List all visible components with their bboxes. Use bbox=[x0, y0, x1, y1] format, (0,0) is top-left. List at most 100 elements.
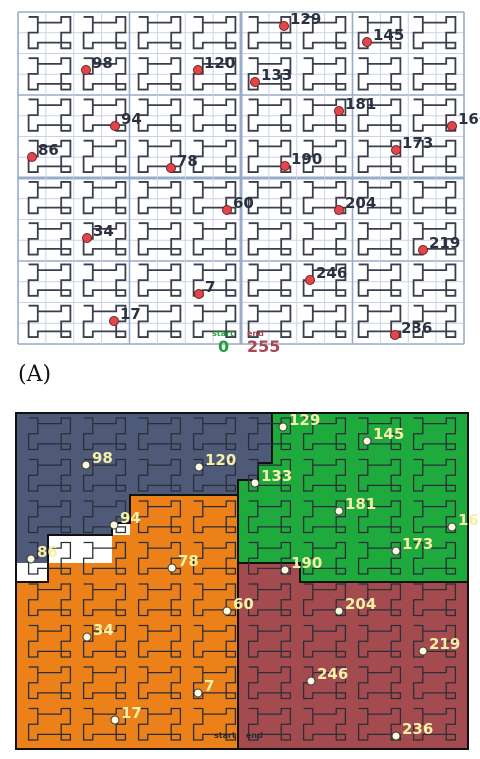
data-point bbox=[391, 731, 401, 741]
grid-lines bbox=[17, 11, 465, 345]
data-point bbox=[193, 688, 203, 698]
data-point bbox=[167, 563, 177, 573]
space-filling-curve-overlay bbox=[27, 417, 457, 741]
data-point bbox=[305, 275, 315, 285]
point-label: 129 bbox=[290, 10, 321, 28]
data-point bbox=[447, 522, 457, 532]
point-label: 7 bbox=[204, 677, 214, 695]
data-point bbox=[362, 37, 372, 47]
point-label: 98 bbox=[92, 449, 113, 467]
point-label: 7 bbox=[205, 278, 215, 296]
point-label: 120 bbox=[204, 54, 235, 72]
data-point bbox=[194, 462, 204, 472]
data-point bbox=[391, 145, 401, 155]
data-point bbox=[222, 205, 232, 215]
data-point bbox=[81, 460, 91, 470]
point-label: 60 bbox=[233, 194, 254, 212]
region-blue bbox=[16, 413, 272, 563]
point-label: 204 bbox=[345, 595, 376, 613]
data-point bbox=[194, 289, 204, 299]
point-label: 190 bbox=[291, 150, 322, 168]
point-label: 166 bbox=[458, 511, 480, 529]
data-point bbox=[193, 65, 203, 75]
point-label: 181 bbox=[345, 95, 376, 113]
point-label: 219 bbox=[429, 234, 460, 252]
start-end-markers: start end bbox=[214, 731, 263, 740]
point-label: 204 bbox=[345, 194, 376, 212]
curve-path bbox=[27, 16, 457, 338]
data-point bbox=[109, 316, 119, 326]
end-label: end bbox=[246, 731, 263, 740]
point-label: 60 bbox=[233, 595, 254, 613]
point-label: 133 bbox=[261, 467, 292, 485]
point-label: 86 bbox=[37, 543, 58, 561]
data-point bbox=[391, 546, 401, 556]
data-point bbox=[306, 676, 316, 686]
start-end-markers: start 0 end 255 bbox=[212, 329, 280, 356]
data-point bbox=[26, 554, 36, 564]
region-red bbox=[238, 563, 468, 749]
point-label: 120 bbox=[205, 451, 236, 469]
start-value: 0 bbox=[218, 337, 229, 356]
data-point bbox=[250, 77, 260, 87]
data-point bbox=[280, 565, 290, 575]
point-label: 94 bbox=[120, 509, 141, 527]
point-label: 236 bbox=[402, 720, 433, 738]
data-point bbox=[110, 121, 120, 131]
data-point bbox=[362, 436, 372, 446]
sample-points: 129 145 98 120 133 181 94 166 86 173 78 190 60 204 34 2… bbox=[27, 10, 480, 340]
panel-a-caption: (A) bbox=[18, 362, 52, 387]
point-label: 34 bbox=[93, 621, 114, 639]
point-label: 133 bbox=[261, 66, 292, 84]
data-point bbox=[222, 606, 232, 616]
point-label: 94 bbox=[121, 110, 142, 128]
point-label: 98 bbox=[92, 54, 113, 72]
start-label: start bbox=[214, 731, 236, 740]
data-point bbox=[250, 478, 260, 488]
data-point bbox=[278, 422, 288, 432]
point-label: 246 bbox=[317, 665, 348, 683]
point-label: 145 bbox=[373, 26, 404, 44]
data-point bbox=[82, 632, 92, 642]
data-point bbox=[81, 65, 91, 75]
region-orange bbox=[16, 495, 238, 749]
point-label: 173 bbox=[402, 535, 433, 553]
point-label: 17 bbox=[121, 704, 142, 722]
panel-b-diagram: 129 145 98 120 133 181 94 166 86 173 78 190 60 204 34 2… bbox=[15, 411, 480, 750]
point-label: 78 bbox=[177, 152, 198, 170]
sample-points-overlay: 129 145 98 120 133 181 94 166 86 173 78 190 60 204 34 2… bbox=[26, 411, 480, 741]
point-label: 246 bbox=[316, 264, 347, 282]
data-point bbox=[109, 520, 119, 530]
cluster-regions bbox=[15, 412, 469, 750]
region-green bbox=[238, 413, 468, 582]
data-point bbox=[334, 205, 344, 215]
end-value: 255 bbox=[247, 337, 280, 356]
point-label: 86 bbox=[38, 141, 59, 159]
data-point bbox=[82, 233, 92, 243]
point-label: 173 bbox=[402, 134, 433, 152]
curve-path bbox=[27, 417, 457, 741]
data-point bbox=[334, 606, 344, 616]
data-point bbox=[390, 330, 400, 340]
point-label: 236 bbox=[401, 319, 432, 337]
point-label: 145 bbox=[373, 425, 404, 443]
point-label: 17 bbox=[120, 305, 141, 323]
data-point bbox=[447, 121, 457, 131]
point-label: 34 bbox=[93, 222, 114, 240]
space-filling-curve bbox=[27, 16, 457, 338]
point-label: 190 bbox=[291, 554, 322, 572]
point-label: 181 bbox=[345, 495, 376, 513]
data-point bbox=[166, 163, 176, 173]
outer-border bbox=[15, 412, 469, 750]
start-label: start bbox=[212, 329, 234, 338]
data-point bbox=[280, 161, 290, 171]
end-label: end bbox=[247, 329, 264, 338]
data-point bbox=[110, 715, 120, 725]
data-point bbox=[418, 646, 428, 656]
data-point bbox=[279, 21, 289, 31]
data-point bbox=[334, 506, 344, 516]
point-label: 166 bbox=[458, 110, 480, 128]
point-label: 219 bbox=[429, 635, 460, 653]
data-point bbox=[27, 152, 37, 162]
panel-a-diagram: 129 145 98 120 133 181 94 166 86 173 78 190 60 204 34 2… bbox=[17, 10, 480, 356]
